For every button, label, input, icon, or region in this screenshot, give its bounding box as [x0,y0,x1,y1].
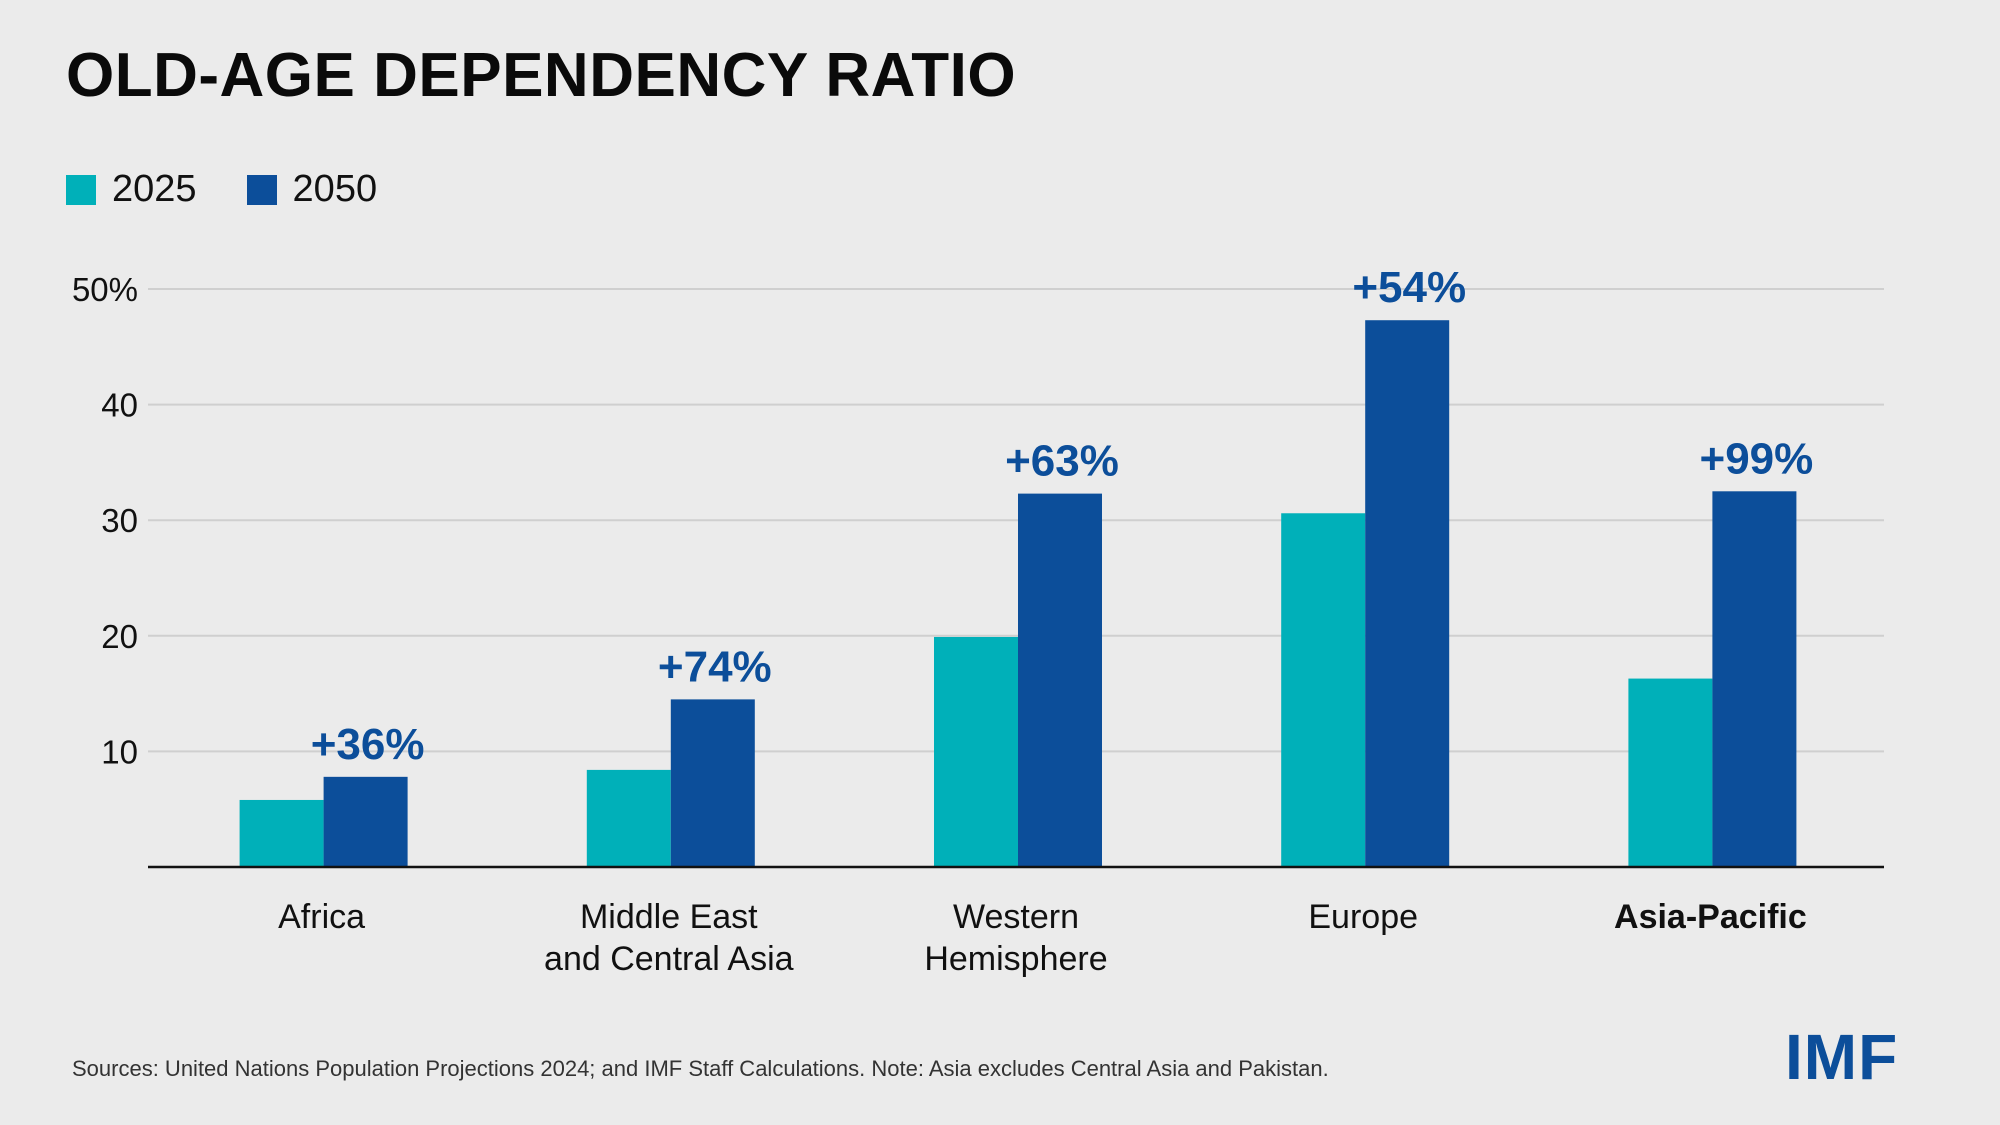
bar-2050-4 [1712,491,1797,867]
bar-2025-4 [1628,678,1713,867]
imf-logo: IMF [1785,1021,1899,1093]
x-tick-label-line: Hemisphere [924,940,1107,978]
legend-label-2050: 2050 [292,168,378,210]
x-tick-label-line: Europe [1308,898,1418,936]
bar-2025-0 [239,799,324,867]
bar-2050-3 [1365,320,1450,867]
y-tick-label-40: 40 [101,387,138,424]
bar-2025-3 [1281,513,1366,867]
y-tick-label-10: 10 [101,733,138,770]
bar-chart: 10 20 30 40 50% +36% Africa +74% Middle East and … [72,263,1884,978]
x-tick-label-line: Western [953,898,1079,936]
x-tick-label-2: Western Hemisphere [924,898,1107,978]
bar-2050-2 [1018,493,1102,867]
bar-2050-0 [323,776,408,867]
x-tick-label-line: and Central Asia [544,940,794,978]
legend-swatch-2025 [66,174,96,205]
y-tick-label-20: 20 [101,618,138,655]
legend-label-2025: 2025 [112,168,197,210]
x-tick-label-4: Asia-Pacific [1614,898,1807,936]
legend: 2025 2050 [66,168,427,211]
annotation-1: +74% [658,642,772,691]
annotation-2: +63% [1005,437,1119,486]
x-tick-label-0: Africa [278,898,365,936]
source-note: Sources: United Nations Population Proje… [72,1056,1329,1081]
bar-2025-2 [934,636,1018,867]
y-tick-label-30: 30 [101,502,138,539]
annotation-0: +36% [311,720,425,769]
y-tick-label-50: 50% [72,271,138,308]
legend-swatch-2050 [246,174,277,205]
x-tick-label-line: Middle East [580,898,758,936]
x-tick-label-line: Asia-Pacific [1614,898,1807,936]
x-tick-label-line: Africa [278,898,365,936]
legend-item-2025: 2025 [66,168,197,211]
legend-item-2050: 2050 [246,168,378,211]
chart-title: OLD-AGE DEPENDENCY RATIO [66,41,1017,110]
bar-2025-1 [586,769,671,867]
bar-2050-1 [670,699,755,867]
annotation-3: +54% [1352,263,1466,312]
x-tick-label-1: Middle East and Central Asia [544,898,794,978]
x-tick-label-3: Europe [1308,898,1418,936]
annotation-4: +99% [1700,434,1814,483]
